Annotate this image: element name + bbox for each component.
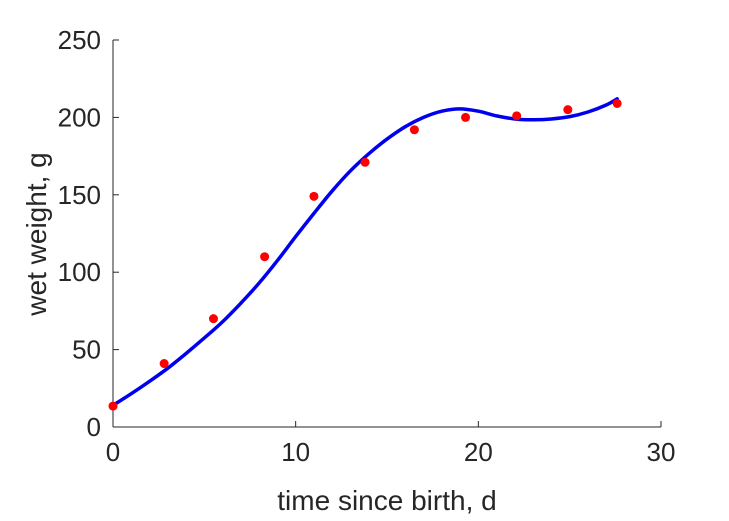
data-point [563,105,573,115]
data-point [159,359,169,369]
x-axis-title: time since birth, d [277,485,496,516]
fit-curve [111,97,619,408]
y-tick-label: 250 [58,25,101,55]
x-tick-label: 10 [281,437,310,467]
data-point [208,314,218,324]
x-tick-label: 0 [106,437,120,467]
plot-area [108,97,622,411]
data-point [260,252,270,262]
y-tick-label: 0 [87,412,101,442]
data-point [461,112,471,122]
ticks [112,39,662,428]
y-tick-label: 150 [58,180,101,210]
axes [112,40,661,428]
y-axis-title: wet weight, g [21,152,52,316]
y-tick-label: 50 [72,335,101,365]
data-point [360,157,370,167]
data-point [108,401,118,411]
x-tick-label: 20 [464,437,493,467]
x-tick-label: 30 [647,437,676,467]
data-point [409,125,419,135]
data-point [612,98,622,108]
y-tick-label: 100 [58,257,101,287]
tick-labels: 0 10 20 30 0 50 100 150 200 250 [58,25,676,467]
data-point [309,191,319,201]
data-point [512,111,522,121]
y-tick-label: 200 [58,102,101,132]
